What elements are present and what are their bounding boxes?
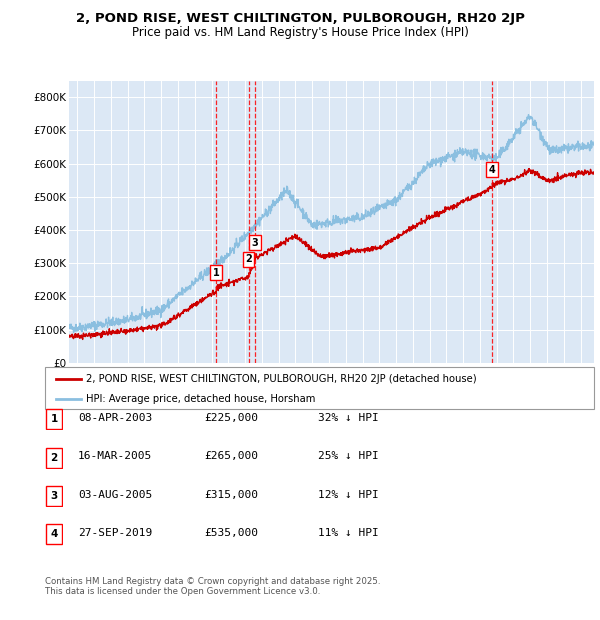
- Text: 25% ↓ HPI: 25% ↓ HPI: [318, 451, 379, 461]
- Text: £315,000: £315,000: [204, 490, 258, 500]
- Text: 2, POND RISE, WEST CHILTINGTON, PULBOROUGH, RH20 2JP: 2, POND RISE, WEST CHILTINGTON, PULBOROU…: [76, 12, 524, 25]
- Text: 16-MAR-2005: 16-MAR-2005: [78, 451, 152, 461]
- Text: Price paid vs. HM Land Registry's House Price Index (HPI): Price paid vs. HM Land Registry's House …: [131, 26, 469, 39]
- Text: 3: 3: [50, 491, 58, 501]
- Text: 1: 1: [213, 267, 220, 278]
- Text: £535,000: £535,000: [204, 528, 258, 538]
- Text: 4: 4: [50, 529, 58, 539]
- Text: 3: 3: [252, 237, 259, 247]
- Text: Contains HM Land Registry data © Crown copyright and database right 2025.
This d: Contains HM Land Registry data © Crown c…: [45, 577, 380, 596]
- Text: 2: 2: [50, 453, 58, 463]
- Text: 2, POND RISE, WEST CHILTINGTON, PULBOROUGH, RH20 2JP (detached house): 2, POND RISE, WEST CHILTINGTON, PULBOROU…: [86, 374, 477, 384]
- Text: HPI: Average price, detached house, Horsham: HPI: Average price, detached house, Hors…: [86, 394, 316, 404]
- Text: 1: 1: [50, 414, 58, 424]
- Text: 27-SEP-2019: 27-SEP-2019: [78, 528, 152, 538]
- Text: 12% ↓ HPI: 12% ↓ HPI: [318, 490, 379, 500]
- Text: £225,000: £225,000: [204, 413, 258, 423]
- Text: 2: 2: [245, 254, 252, 264]
- Text: 08-APR-2003: 08-APR-2003: [78, 413, 152, 423]
- Text: 32% ↓ HPI: 32% ↓ HPI: [318, 413, 379, 423]
- Text: 03-AUG-2005: 03-AUG-2005: [78, 490, 152, 500]
- Text: 11% ↓ HPI: 11% ↓ HPI: [318, 528, 379, 538]
- Text: 4: 4: [489, 165, 496, 175]
- Text: £265,000: £265,000: [204, 451, 258, 461]
